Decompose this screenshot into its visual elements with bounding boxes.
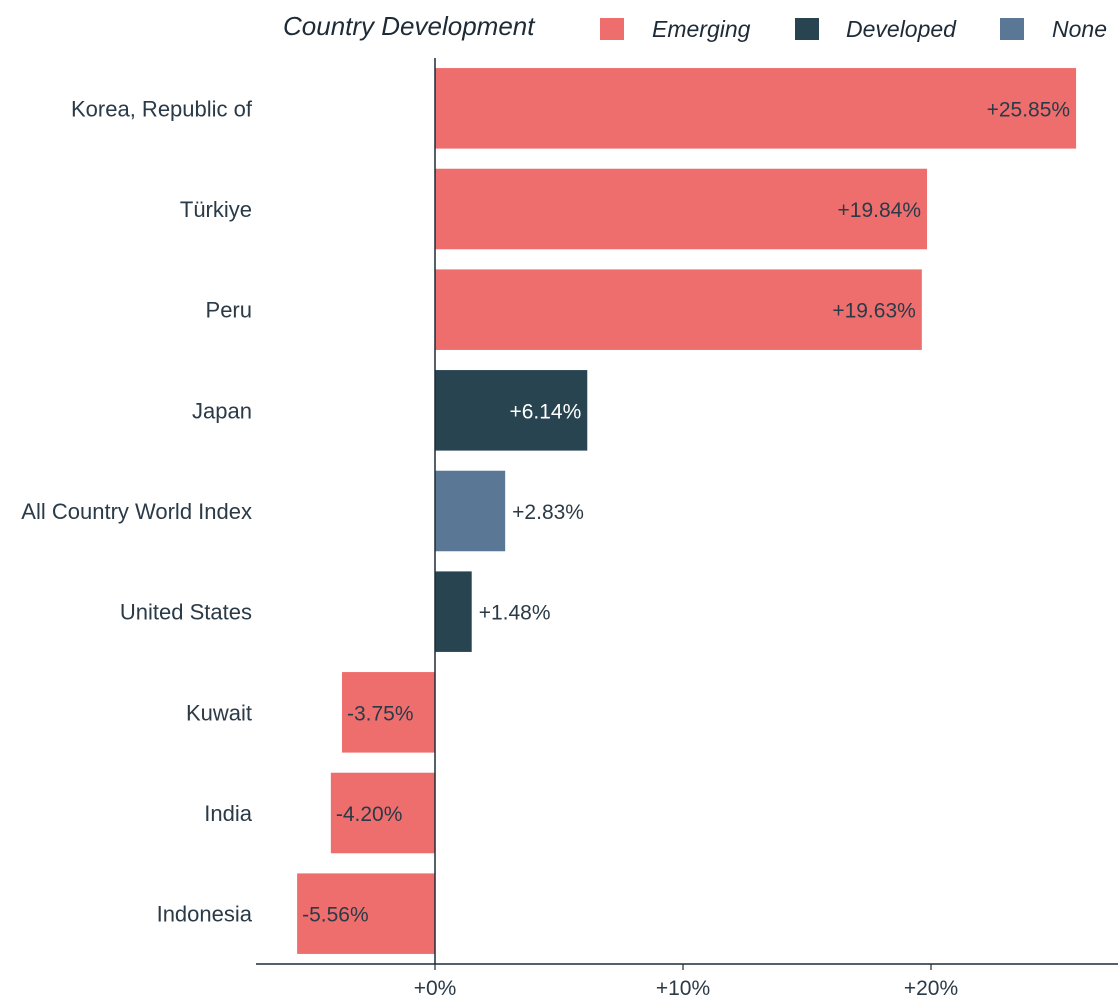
bar-value-label: -4.20% [336,803,403,826]
legend-swatch-developed [795,18,819,40]
country-label: Kuwait [186,700,252,725]
bar-value-label: +6.14% [509,400,581,423]
bar-value-label: +19.84% [838,199,922,222]
x-tick-label: +0% [414,977,457,1000]
bar [435,370,588,451]
country-label: India [204,801,252,826]
bar [330,772,435,854]
bar [435,470,506,552]
bar [435,168,928,250]
bar [342,672,435,753]
legend-label-emerging: Emerging [652,16,751,42]
bar [435,269,922,350]
legend-label-none: None [1052,16,1107,42]
x-tick-label: +20% [904,977,958,1000]
legend: Country Development Emerging Developed N… [283,11,1107,42]
bar-value-label: +19.63% [832,300,916,323]
bar-value-label: -3.75% [347,702,414,725]
x-tick-label: +10% [656,977,710,1000]
plot-area: Korea, Republic of +25.85% Türkiye +19.84% P… [21,58,1118,1000]
bar [435,571,472,652]
country-label: United States [120,600,252,625]
legend-swatch-emerging [600,18,624,40]
country-label: Peru [206,298,252,323]
country-label: Korea, Republic of [71,96,253,121]
bar-value-label: +25.85% [987,98,1071,121]
country-label: Indonesia [157,902,253,927]
bar [435,68,1077,149]
country-label: Japan [192,398,252,423]
bar-value-label: -5.56% [302,904,369,927]
country-label: Türkiye [180,197,252,222]
legend-swatch-none [1000,18,1024,40]
bar-value-label: +1.48% [479,602,551,625]
bar [297,873,435,954]
bar-value-label: +2.83% [512,501,584,524]
country-label: All Country World Index [21,499,252,524]
legend-title: Country Development [283,11,536,41]
legend-label-developed: Developed [846,16,957,42]
